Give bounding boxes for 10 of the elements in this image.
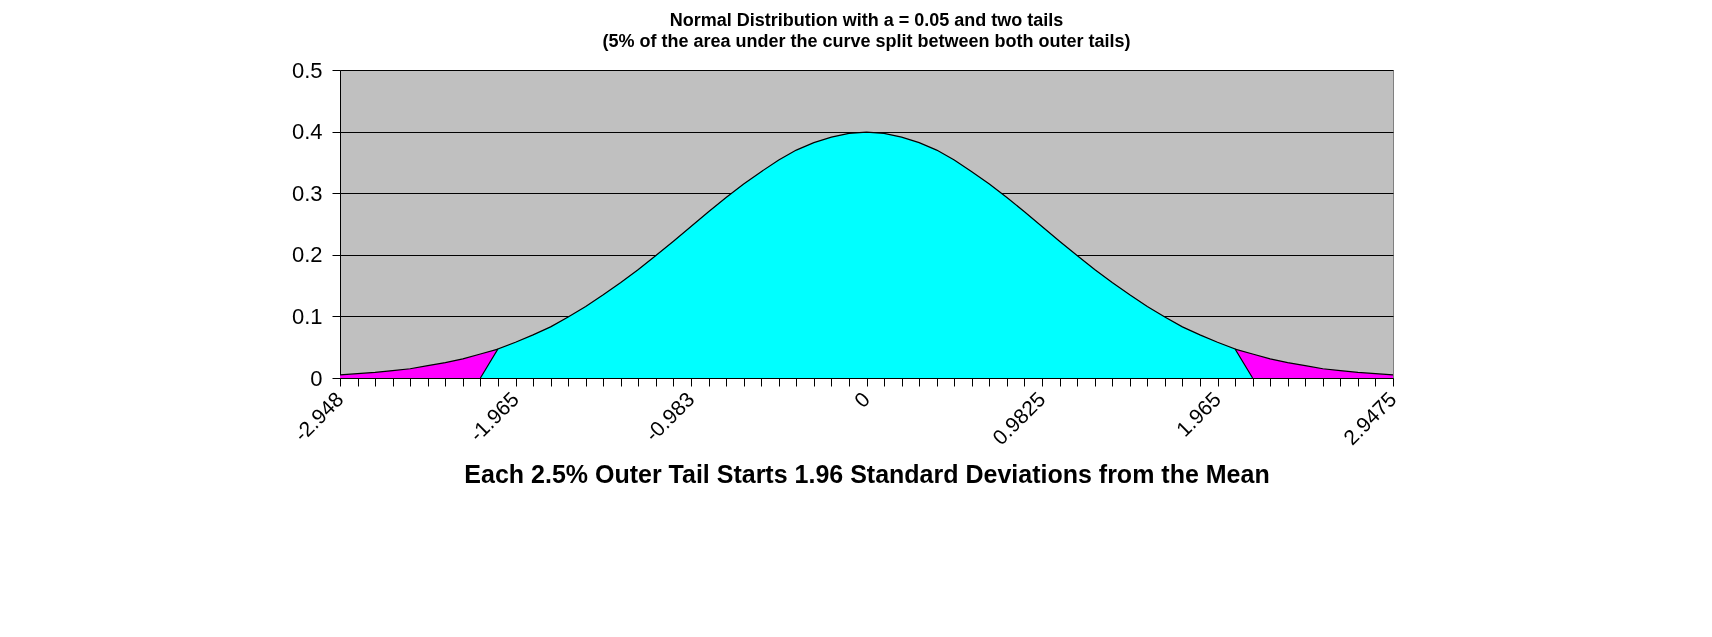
y-tick-label: 0.2 [291,242,323,268]
x-tick-label: 0 [849,387,875,412]
y-tick-label: 0.1 [291,303,323,329]
y-tick-label: 0.5 [291,57,323,83]
chart-title: Normal Distribution with a = 0.05 and two tails [669,10,1064,30]
x-axis-title: Each 2.5% Outer Tail Starts 1.96 Standard Deviations from the Mean [464,459,1270,488]
y-tick-label: 0 [310,365,323,391]
y-tick-label: 0.3 [291,180,323,206]
y-tick-label: 0.4 [291,119,323,145]
chart-subtitle: (5% of the area under the curve split between both outer tails) [602,31,1131,51]
